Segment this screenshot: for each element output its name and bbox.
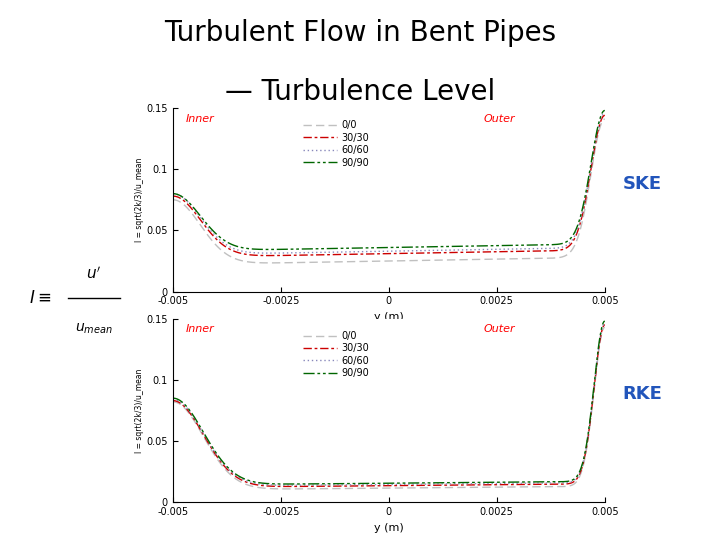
Text: Inner: Inner — [186, 113, 215, 124]
Text: RKE: RKE — [623, 385, 662, 403]
Y-axis label: I = sqrt(2k/3)/u_mean: I = sqrt(2k/3)/u_mean — [135, 158, 144, 242]
X-axis label: y (m): y (m) — [374, 523, 404, 532]
Text: $u_{mean}$: $u_{mean}$ — [75, 321, 112, 335]
X-axis label: y (m): y (m) — [374, 312, 404, 322]
Legend: 0/0, 30/30, 60/60, 90/90: 0/0, 30/30, 60/60, 90/90 — [299, 327, 373, 382]
Text: $u'$: $u'$ — [86, 266, 102, 282]
Legend: 0/0, 30/30, 60/60, 90/90: 0/0, 30/30, 60/60, 90/90 — [299, 117, 373, 172]
Text: — Turbulence Level: — Turbulence Level — [225, 78, 495, 106]
Text: Outer: Outer — [484, 324, 516, 334]
Y-axis label: I = sqrt(2k/3)/u_mean: I = sqrt(2k/3)/u_mean — [135, 368, 144, 453]
Text: SKE: SKE — [623, 174, 662, 193]
Text: Turbulent Flow in Bent Pipes: Turbulent Flow in Bent Pipes — [164, 19, 556, 48]
Text: $I \equiv$: $I \equiv$ — [29, 289, 51, 307]
Text: Outer: Outer — [484, 113, 516, 124]
Text: Inner: Inner — [186, 324, 215, 334]
